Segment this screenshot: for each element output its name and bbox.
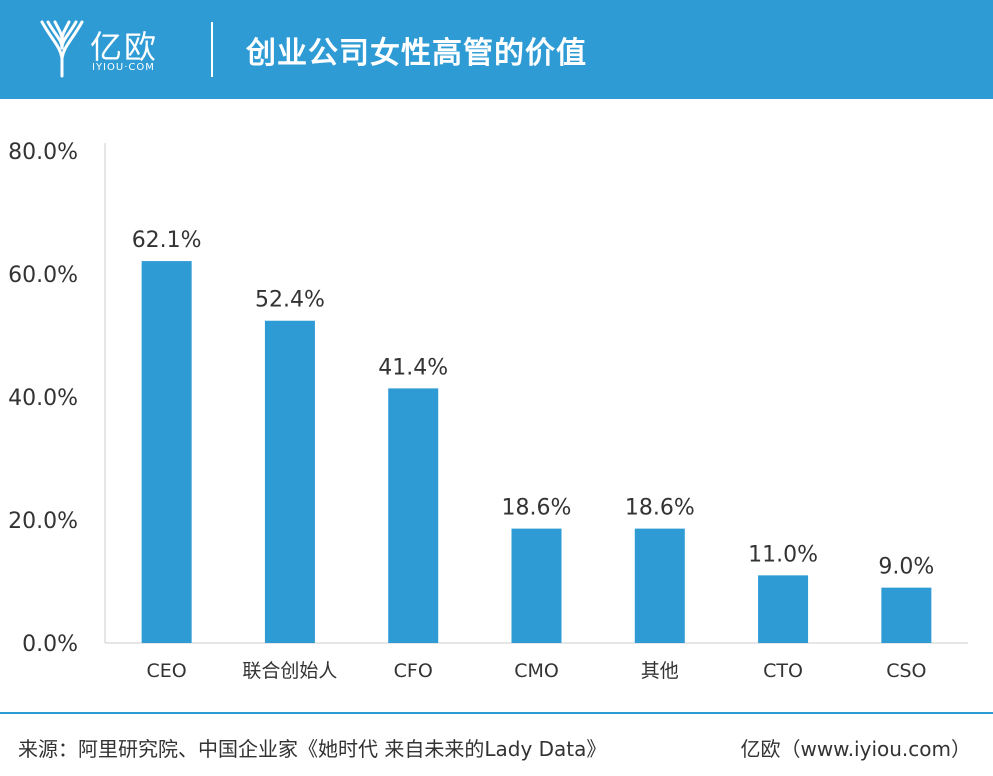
data-label: 41.4% [378, 355, 448, 380]
x-tick-label: 其他 [641, 660, 679, 682]
data-label: 11.0% [748, 542, 818, 567]
footer-divider [0, 712, 993, 714]
bar [141, 261, 192, 643]
chart-title: 创业公司女性高管的价值 [246, 36, 587, 71]
yiou-logo-icon [40, 20, 84, 78]
data-label: 52.4% [255, 288, 325, 313]
logo-subtext: IYIOU·COM [92, 62, 155, 73]
header-bar: 亿欧 IYIOU·COM 创业公司女性高管的价值 [0, 0, 993, 99]
bar-chart: 0.0% 20.0% 40.0% 60.0% 80.0% 62.1% CEO 52.4% 联合创… [8, 140, 968, 682]
y-tick-label: 80.0% [8, 140, 78, 165]
y-tick-label: 0.0% [22, 632, 78, 657]
bar [634, 528, 685, 643]
x-tick-label: CSO [886, 660, 926, 682]
source-note: 来源：阿里研究院、中国企业家《她时代 来自未来的Lady Data》 [18, 737, 607, 761]
x-tick-label: CEO [147, 660, 187, 682]
bar [758, 575, 809, 643]
bar [511, 528, 562, 643]
data-label: 9.0% [878, 555, 934, 580]
logo-text: 亿欧 [90, 28, 159, 66]
x-tick-label: CTO [763, 660, 803, 682]
bar [388, 388, 439, 643]
data-label: 18.6% [625, 496, 695, 521]
credit-note: 亿欧（www.iyiou.com） [740, 737, 971, 761]
x-tick-label: 联合创始人 [242, 660, 337, 682]
data-label: 62.1% [132, 228, 202, 253]
bar [264, 320, 315, 643]
x-tick-label: CMO [514, 660, 559, 682]
y-tick-label: 20.0% [8, 509, 78, 534]
header-divider [211, 22, 213, 77]
x-tick-label: CFO [394, 660, 433, 682]
bar [881, 587, 932, 643]
data-label: 18.6% [502, 496, 572, 521]
y-tick-label: 60.0% [8, 263, 78, 288]
y-tick-label: 40.0% [8, 386, 78, 411]
